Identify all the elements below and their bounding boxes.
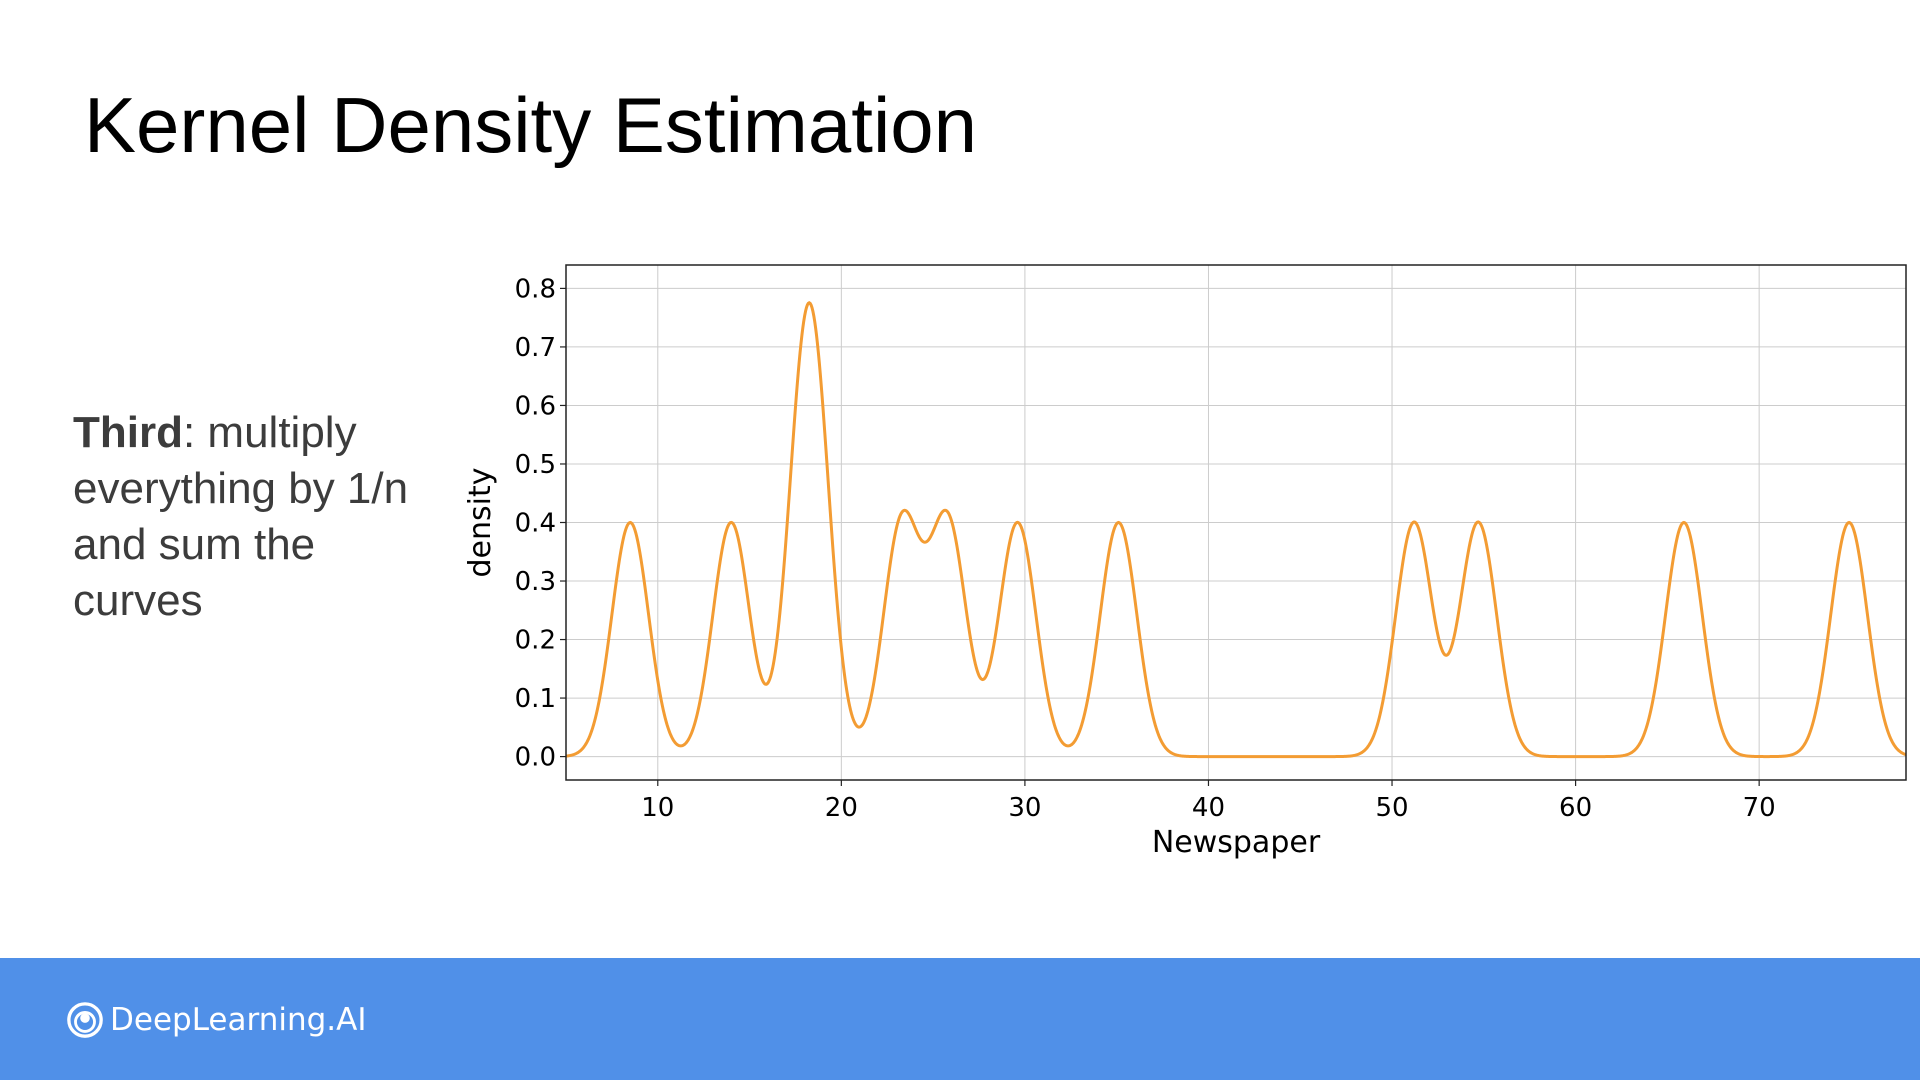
- slide-title: Kernel Density Estimation: [84, 81, 978, 169]
- brand-name: DeepLearning.AI: [110, 1002, 367, 1038]
- footer-bar: [0, 958, 1920, 1080]
- bullet-text: Third: multiply everything by 1/n and su…: [73, 405, 473, 629]
- axis-ticks: 10 20 30 40 50 60 70 0.0 0.1 0.2 0.3 0.4 0.5 0.6 0.7 0.…: [515, 274, 1776, 823]
- bullet-line-2: everything by 1/n: [73, 464, 409, 513]
- density-curve: [566, 301, 1906, 759]
- y-axis-label: density: [463, 468, 498, 578]
- y-tick-label: 0.0: [515, 743, 556, 773]
- deeplearning-logo: DeepLearning.AI: [66, 1000, 366, 1040]
- x-tick-label: 30: [1008, 793, 1041, 823]
- density-curve-layer: [566, 301, 1906, 759]
- y-tick-label: 0.7: [515, 333, 556, 363]
- bullet-bold-word: Third: [73, 408, 183, 457]
- x-tick-label: 10: [641, 793, 674, 823]
- density-chart: 10 20 30 40 50 60 70 0.0 0.1 0.2 0.3 0.4 0.5 0.6 0.7 0.…: [463, 264, 1907, 860]
- deeplearning-logo-icon: [67, 1002, 103, 1038]
- bullet-line-4: curves: [73, 576, 203, 625]
- y-tick-label: 0.8: [515, 274, 556, 304]
- x-tick-label: 40: [1192, 793, 1225, 823]
- y-tick-label: 0.3: [515, 567, 556, 597]
- y-tick-label: 0.1: [515, 684, 556, 714]
- y-tick-label: 0.2: [515, 626, 556, 656]
- y-tick-label: 0.5: [515, 450, 556, 480]
- x-tick-label: 20: [825, 793, 858, 823]
- x-tick-label: 60: [1559, 793, 1592, 823]
- bullet-line-1: : multiply: [182, 408, 357, 457]
- x-tick-label: 50: [1375, 793, 1408, 823]
- y-tick-label: 0.6: [515, 391, 556, 421]
- chart-grid: [566, 265, 1906, 780]
- y-tick-label: 0.4: [515, 509, 556, 539]
- x-axis-label: Newspaper: [1152, 825, 1321, 860]
- bullet-line-3: and sum the: [73, 520, 316, 569]
- x-tick-label: 70: [1743, 793, 1776, 823]
